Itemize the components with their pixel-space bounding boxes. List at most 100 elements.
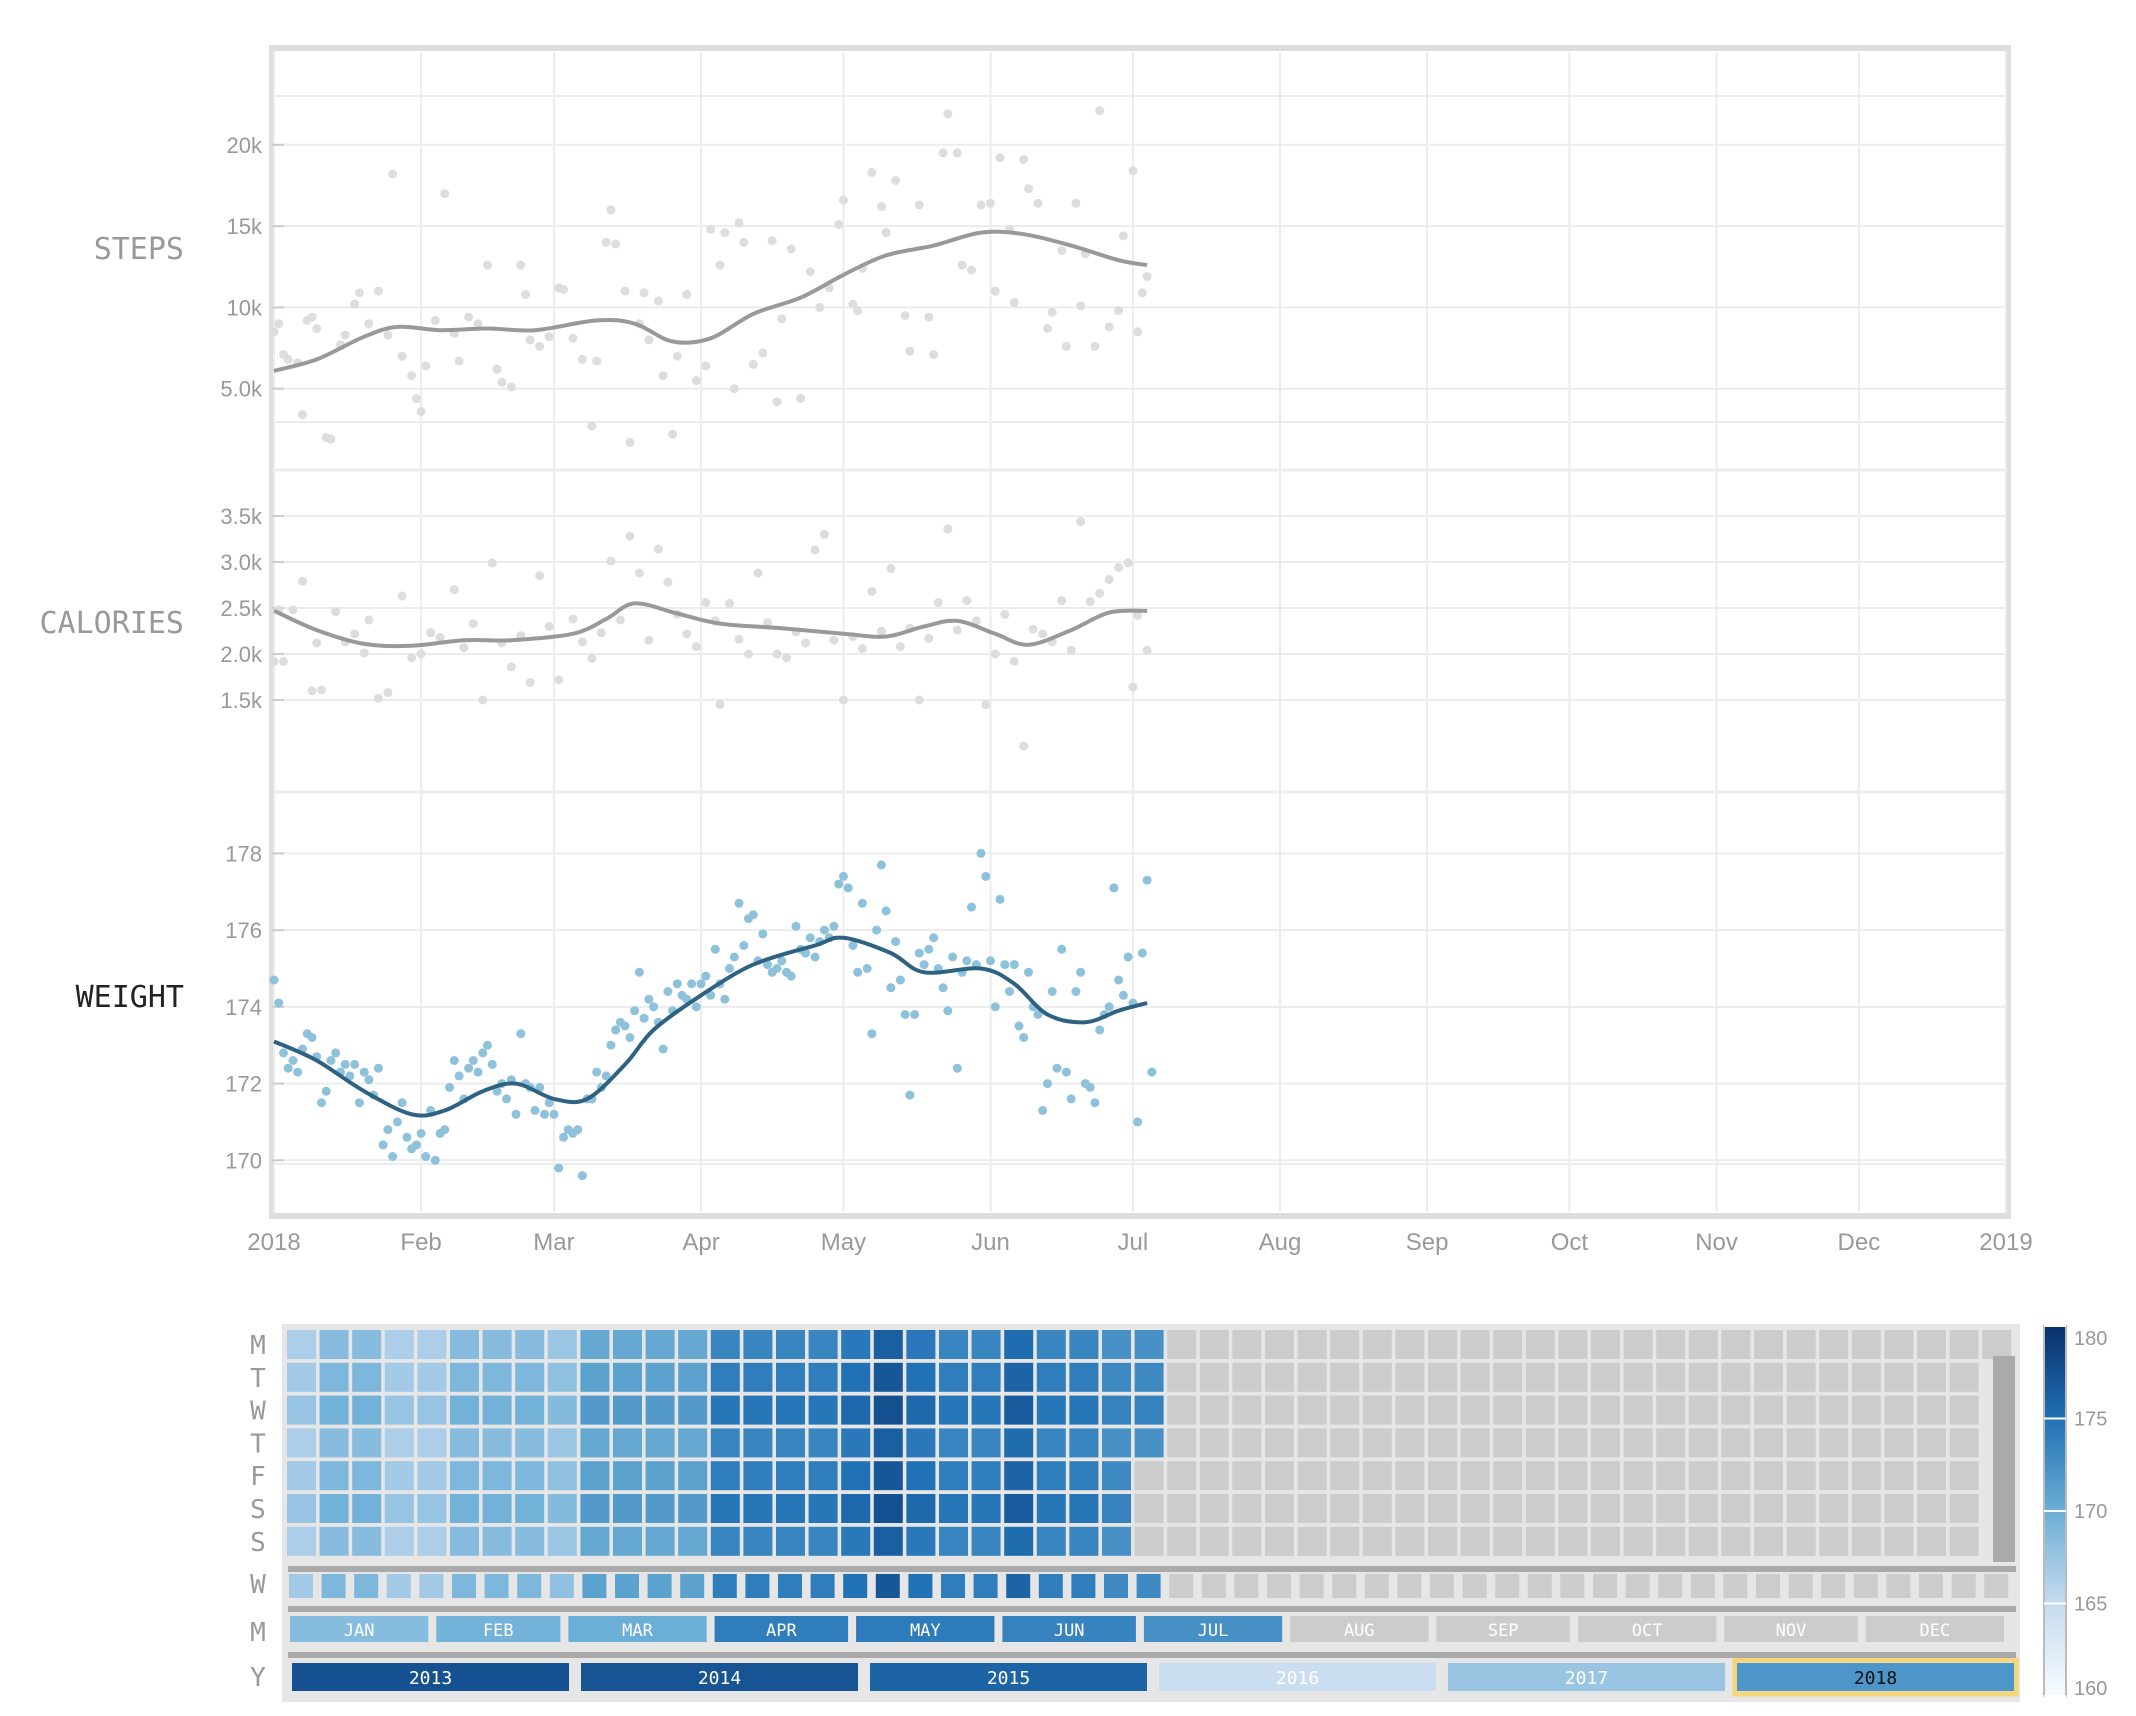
day-cell[interactable] [1558,1428,1588,1458]
day-cell[interactable] [1493,1362,1523,1392]
day-cell[interactable] [939,1461,968,1491]
day-cell[interactable] [1884,1494,1914,1523]
day-cell[interactable] [1069,1526,1099,1556]
day-cell[interactable] [384,1428,414,1458]
day-cell[interactable] [906,1526,936,1556]
day-cell[interactable] [547,1526,577,1556]
day-cell[interactable] [1297,1395,1327,1425]
month-cell[interactable] [1578,1616,1717,1642]
week-cell[interactable] [778,1574,802,1598]
day-cell[interactable] [450,1461,479,1491]
day-cell[interactable] [287,1428,316,1458]
day-cell[interactable] [645,1362,675,1392]
month-cell[interactable] [290,1616,429,1642]
day-cell[interactable] [808,1526,838,1556]
day-cell[interactable] [613,1395,642,1425]
day-cell[interactable] [971,1494,1001,1523]
calories-panel-label[interactable]: CALORIES [40,606,185,641]
day-cell[interactable] [1395,1330,1425,1359]
year-cell[interactable] [1448,1663,1725,1691]
day-cell[interactable] [1330,1428,1360,1458]
day-cell[interactable] [939,1330,968,1359]
week-cell[interactable] [647,1574,672,1598]
week-cell[interactable] [1136,1574,1161,1598]
day-cell[interactable] [710,1330,740,1359]
day-cell[interactable] [547,1330,577,1359]
day-cell[interactable] [1069,1461,1099,1491]
day-cell[interactable] [547,1494,577,1523]
month-cell[interactable] [1865,1616,2004,1642]
day-cell[interactable] [1721,1494,1751,1523]
day-cell[interactable] [1525,1526,1555,1556]
day-cell[interactable] [482,1461,512,1491]
day-cell[interactable] [1949,1494,1979,1523]
day-cell[interactable] [1265,1461,1294,1491]
day-cell[interactable] [1525,1428,1555,1458]
day-cell[interactable] [1851,1362,1881,1392]
day-cell[interactable] [1330,1362,1360,1392]
day-cell[interactable] [841,1526,871,1556]
day-cell[interactable] [352,1461,382,1491]
day-cell[interactable] [1786,1494,1816,1523]
year-cell[interactable] [292,1663,569,1691]
day-cell[interactable] [1786,1428,1816,1458]
day-cell[interactable] [1004,1330,1034,1359]
day-cell[interactable] [873,1330,903,1359]
day-cell[interactable] [515,1395,545,1425]
day-cell[interactable] [580,1461,610,1491]
day-cell[interactable] [1167,1494,1197,1523]
day-cell[interactable] [287,1461,316,1491]
day-cell[interactable] [1656,1461,1686,1491]
day-cell[interactable] [1134,1526,1164,1556]
day-cell[interactable] [1754,1330,1783,1359]
day-cell[interactable] [1558,1461,1588,1491]
day-cell[interactable] [1428,1461,1457,1491]
day-cell[interactable] [1917,1461,1946,1491]
month-cell[interactable] [1143,1616,1283,1642]
day-cell[interactable] [417,1428,447,1458]
day-cell[interactable] [971,1461,1001,1491]
day-cell[interactable] [1232,1330,1262,1359]
day-cell[interactable] [319,1362,349,1392]
day-cell[interactable] [939,1428,968,1458]
year-cell[interactable] [1737,1663,2014,1691]
day-cell[interactable] [515,1526,545,1556]
day-cell[interactable] [287,1395,316,1425]
day-cell[interactable] [1167,1526,1197,1556]
day-cell[interactable] [1102,1330,1131,1359]
day-cell[interactable] [1167,1362,1197,1392]
day-cell[interactable] [1134,1428,1164,1458]
week-cell[interactable] [1560,1574,1585,1598]
day-cell[interactable] [1688,1330,1718,1359]
week-cell[interactable] [1071,1574,1096,1598]
day-cell[interactable] [1525,1362,1555,1392]
day-cell[interactable] [482,1494,512,1523]
month-cell[interactable] [856,1616,995,1642]
day-cell[interactable] [1134,1494,1164,1523]
day-cell[interactable] [1819,1461,1849,1491]
day-cell[interactable] [1721,1395,1751,1425]
day-cell[interactable] [319,1395,349,1425]
day-cell[interactable] [1591,1494,1620,1523]
day-cell[interactable] [1036,1494,1066,1523]
day-cell[interactable] [352,1526,382,1556]
day-cell[interactable] [1688,1494,1718,1523]
day-cell[interactable] [1069,1330,1099,1359]
month-cell[interactable] [1002,1616,1136,1642]
day-cell[interactable] [1591,1362,1620,1392]
day-cell[interactable] [1265,1526,1294,1556]
week-cell[interactable] [1462,1574,1487,1598]
day-cell[interactable] [939,1526,968,1556]
day-cell[interactable] [1232,1428,1262,1458]
day-cell[interactable] [841,1494,871,1523]
day-cell[interactable] [743,1428,773,1458]
day-cell[interactable] [743,1494,773,1523]
week-cell[interactable] [810,1574,835,1598]
day-cell[interactable] [971,1526,1001,1556]
day-cell[interactable] [939,1395,968,1425]
day-cell[interactable] [384,1494,414,1523]
week-cell[interactable] [941,1574,965,1598]
week-cell[interactable] [843,1574,868,1598]
week-cell[interactable] [386,1574,411,1598]
day-cell[interactable] [1460,1526,1490,1556]
